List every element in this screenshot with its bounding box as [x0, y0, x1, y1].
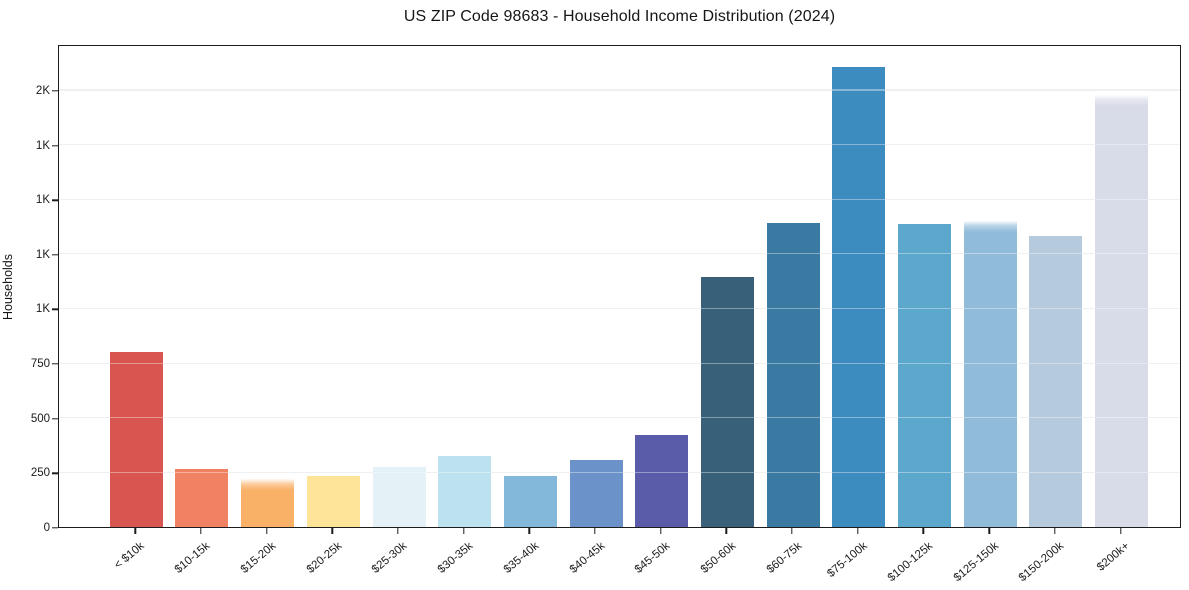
x-tick-mark [200, 528, 202, 534]
gridline [59, 198, 1180, 200]
bar [175, 469, 229, 527]
y-tick-mark [52, 254, 58, 256]
x-tick-mark [922, 528, 925, 534]
y-tick-label: 1K [35, 194, 50, 207]
x-tick-label: $15-20k [238, 540, 279, 576]
bar [635, 435, 689, 527]
x-tick-mark [462, 528, 465, 534]
bar [766, 223, 820, 527]
y-tick-label: 1K [35, 303, 50, 316]
y-tick-mark [52, 418, 58, 420]
y-tick-label: 250 [30, 467, 50, 480]
x-tick-mark [791, 528, 793, 534]
x-tick-label: $30-35k [435, 540, 476, 576]
x-tick-mark [725, 528, 728, 534]
gridline-overlay [59, 89, 1180, 91]
x-tick-mark [594, 528, 596, 534]
x-tick-mark [331, 528, 334, 534]
gridline-overlay [59, 253, 1180, 255]
x-tick-label: $150-200k [1017, 540, 1067, 585]
bar [1095, 95, 1148, 527]
gridline-overlay [59, 143, 1180, 146]
x-tick-label: $125-150k [951, 540, 1001, 585]
gridline [59, 362, 1180, 364]
gridline [59, 253, 1180, 255]
chart-title: US ZIP Code 98683 - Household Income Dis… [403, 8, 836, 25]
y-tick-mark [52, 144, 58, 147]
y-tick-label: 0 [43, 522, 50, 534]
gridline-overlay [59, 417, 1180, 419]
x-tick-mark [857, 528, 859, 534]
y-tick-label: 2K [35, 84, 50, 97]
y-tick-label: 750 [30, 358, 50, 371]
bar [963, 221, 1017, 527]
x-tick-label: $60-75k [764, 540, 804, 576]
y-tick-label: 500 [30, 412, 50, 425]
bar [700, 276, 754, 527]
bar [372, 466, 426, 527]
y-tick-mark [52, 472, 58, 475]
gridline [59, 89, 1180, 91]
gridline-overlay [59, 307, 1180, 310]
plot-area [58, 45, 1181, 528]
x-tick-label: $35-40k [501, 540, 542, 576]
x-tick-label: $25-30k [370, 540, 410, 576]
x-tick-mark [265, 528, 268, 534]
bar [569, 460, 623, 527]
x-tick-mark [660, 528, 662, 534]
x-tick-mark [528, 528, 531, 534]
bar [438, 455, 492, 527]
x-tick-label: $20-25k [304, 540, 345, 576]
x-tick-label: $40-45k [567, 540, 607, 576]
x-tick-label: $100-125k [885, 540, 936, 585]
gridline [59, 417, 1180, 419]
y-tick-mark [52, 199, 58, 201]
bar [306, 475, 360, 527]
x-tick-label: < $10k [112, 540, 148, 572]
gridline [59, 143, 1180, 146]
x-tick-mark [1054, 528, 1056, 534]
y-tick-mark [52, 308, 58, 311]
x-tick-mark [397, 528, 399, 534]
gridline [59, 307, 1180, 310]
x-tick-label: $50-60k [698, 540, 739, 576]
y-tick-mark [52, 90, 58, 92]
x-tick-label: $75-100k [825, 540, 870, 581]
bar [109, 352, 163, 527]
y-tick-mark [52, 527, 58, 529]
y-tick-mark [52, 363, 58, 365]
gridline-overlay [59, 471, 1180, 473]
x-tick-mark [1119, 528, 1122, 534]
bar [832, 66, 886, 527]
bar [241, 478, 295, 527]
bar [1029, 236, 1083, 527]
y-tick-label: 1K [35, 139, 50, 152]
x-tick-mark [988, 528, 990, 534]
bar [503, 475, 557, 527]
bar [897, 224, 951, 527]
x-tick-label: $45-50k [632, 540, 673, 576]
x-tick-label: $200k+ [1095, 540, 1133, 574]
gridline-overlay [59, 198, 1180, 200]
gridline-overlay [59, 362, 1180, 364]
y-tick-label: 1K [35, 248, 50, 261]
x-tick-mark [134, 528, 136, 534]
x-tick-label: $10-15k [173, 540, 213, 576]
